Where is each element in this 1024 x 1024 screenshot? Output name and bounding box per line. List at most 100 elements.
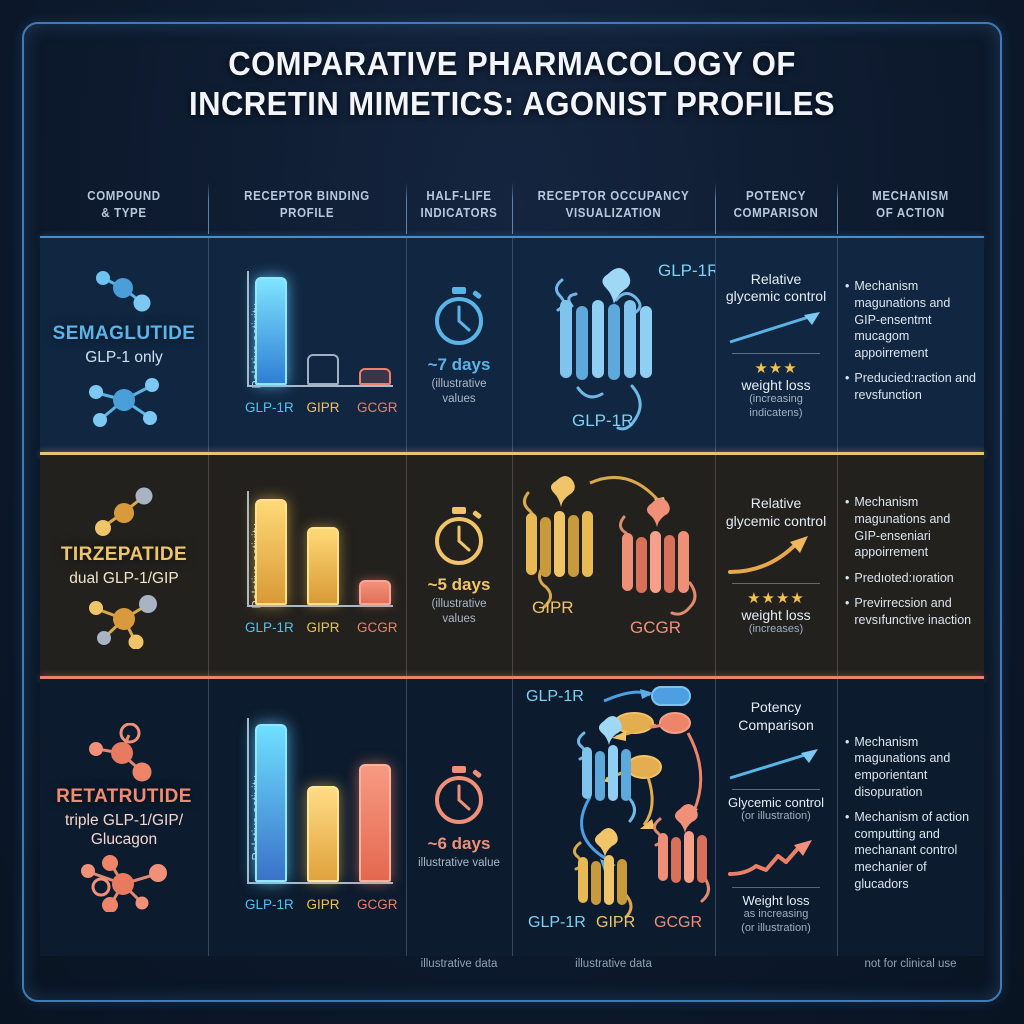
- bullet-text: Mechanism of action computting and mecha…: [854, 810, 970, 891]
- half-life-value: ~6 days: [427, 834, 491, 854]
- half-life-note: (illustrative values: [431, 598, 487, 625]
- bar-gcgr: [359, 763, 391, 882]
- bar-gipr: [307, 785, 339, 882]
- molecule-icon-secondary: [81, 368, 167, 432]
- header-divider-1: [208, 182, 209, 234]
- bullet-text: Predıoted:ıoration: [854, 570, 954, 585]
- chart-x-labels: GLP-1R GIPR GCGR: [245, 620, 398, 635]
- title-line-1: COMPARATIVE PHARMACOLOGY OF: [228, 45, 796, 82]
- xlabel-gcgr: GCGR: [357, 896, 398, 912]
- potency-rule-a: [732, 789, 820, 791]
- chart-y-axis: [247, 270, 249, 387]
- footnote-half-life: illustrative data: [420, 958, 498, 970]
- potency-label-weight: Weight loss: [742, 893, 810, 909]
- footnote-mechanism: not for clinical use: [864, 958, 957, 970]
- occupancy-cell: GIPR GCGR: [512, 455, 715, 677]
- column-headers: COMPOUND & TYPE RECEPTOR BINDING PROFILE…: [40, 176, 984, 234]
- bar-gcgr: [359, 367, 391, 385]
- potency-cell: Relative glycemic control ★★★★ weight lo…: [715, 455, 837, 677]
- bullet-dot: •: [845, 810, 850, 825]
- occupancy-label-gipr: GIPR: [596, 914, 635, 931]
- bullet-dot: •: [845, 734, 850, 749]
- row-separator-salmon: [40, 676, 984, 679]
- receptor-diagram: GIPR GCGR: [523, 475, 697, 637]
- potency-title: Relative glycemic control: [725, 495, 827, 529]
- bar-gipr: [307, 527, 339, 605]
- bullet-text: Previrrecsion and revsıfunctive inaction: [854, 596, 972, 628]
- list-item: • Previrrecsion and revsıfunctive inacti…: [845, 595, 977, 628]
- row-divider-4: [715, 679, 716, 956]
- chart-x-axis: [247, 881, 393, 884]
- bar-gipr: [307, 353, 339, 385]
- potency-cell: Relative glycemic control ★★★ weight los…: [715, 238, 837, 453]
- table-row: RETATRUTIDE triple GLP-1/GIP/ Glucagon: [40, 679, 984, 956]
- potency-rule-b: [732, 887, 820, 889]
- header-occupancy: RECEPTOR OCCUPANCY VISUALIZATION: [537, 188, 690, 221]
- xlabel-gipr: GIPR: [306, 896, 340, 912]
- half-life-note: (illustrative values: [431, 377, 487, 405]
- list-item: • Predıoted:ıoration: [845, 570, 977, 587]
- molecule-icon-secondary: [81, 588, 167, 652]
- molecule-icon-secondary: [71, 849, 177, 913]
- page-title: COMPARATIVE PHARMACOLOGY OF INCRETIN MIM…: [31, 44, 994, 125]
- xlabel-glp1r: GLP-1R: [245, 620, 294, 635]
- trend-arrow-icon: [729, 311, 820, 344]
- xlabel-gcgr: GCGR: [357, 399, 398, 415]
- chart-y-axis: [247, 717, 249, 884]
- potency-label: weight loss: [741, 607, 811, 624]
- molecule-icon: [85, 259, 163, 323]
- list-item: • Mechanism magunations and GIP-enseniar…: [845, 494, 977, 561]
- potency-sub-glycemic: (or illustration): [741, 810, 811, 823]
- occupancy-label-top: GLP-1R: [526, 688, 584, 705]
- half-life-value: ~7 days: [427, 354, 491, 374]
- compound-type: dual GLP-1/GIP: [69, 569, 179, 587]
- star-rating: ★★★★: [747, 590, 805, 608]
- potency-cell: Potency Comparison Glycemic control (or …: [715, 679, 837, 956]
- bullet-text: Mechanism magunations and emporientant d…: [854, 734, 951, 799]
- row-divider-4: [715, 455, 716, 677]
- header-compound: COMPOUND & TYPE: [87, 188, 161, 221]
- receptor-network-diagram: GLP-1R: [526, 686, 710, 931]
- row-divider-3: [512, 238, 513, 453]
- trend-arrow-blue-icon: [729, 749, 818, 780]
- chart-x-labels: GLP-1R GIPR GCGR: [245, 399, 398, 415]
- potency-rule: [732, 583, 820, 585]
- row-divider-5: [837, 679, 838, 956]
- header-divider-4: [715, 182, 716, 234]
- mechanism-cell: • Mechanism magunations and GIP-enseniar…: [837, 455, 983, 677]
- bar-glp1r: [255, 723, 287, 882]
- compound-type: GLP-1 only: [85, 349, 163, 367]
- stopwatch-icon: [435, 286, 483, 345]
- half-life-cell: ~7 days (illustrative values: [406, 238, 512, 453]
- row-divider-1: [208, 679, 209, 956]
- chart-y-axis: [247, 491, 249, 607]
- header-potency: POTENCY COMPARISON: [733, 188, 819, 221]
- compound-name: SEMAGLUTIDE: [52, 323, 196, 345]
- title-line-2: INCRETIN MIMETICS: AGONIST PROFILES: [188, 85, 836, 123]
- potency-sub-weight: as increasing (or illustration): [741, 908, 811, 934]
- receptor-binding-chart: Relative activity GLP-1R GIPR GCGR: [208, 238, 406, 453]
- chart-x-axis: [247, 605, 393, 607]
- stopwatch-icon: [435, 507, 483, 566]
- row-divider-1: [208, 238, 209, 453]
- xlabel-gipr: GIPR: [306, 620, 340, 635]
- row-separator-gold: [40, 452, 984, 455]
- bullet-text: Mechanism magunations and GIP-ensentmt m…: [854, 279, 951, 360]
- potency-rule: [732, 352, 820, 354]
- occupancy-cell: GLP-1R: [512, 679, 715, 956]
- footnote-occupancy: illustrative data: [575, 958, 652, 970]
- bar-gcgr: [359, 580, 391, 605]
- receptor-diagram: GLP-1R GLP-1R: [555, 261, 719, 431]
- potency-label: weight loss: [741, 376, 811, 393]
- occupancy-label-bottom: GLP-1R: [572, 411, 633, 430]
- compound-name: TIRZEPATIDE: [60, 543, 188, 565]
- chart-bars: [253, 271, 395, 385]
- header-divider-5: [837, 182, 838, 234]
- table-row: TIRZEPATIDE dual GLP-1/GIP Relative a: [40, 455, 984, 677]
- xlabel-glp1r: GLP-1R: [245, 896, 294, 912]
- occupancy-label-right: GCGR: [630, 618, 681, 637]
- half-life-note: illustrative value: [418, 857, 500, 870]
- potency-sub: (increasing indicatens): [749, 392, 803, 419]
- xlabel-glp1r: GLP-1R: [245, 399, 294, 415]
